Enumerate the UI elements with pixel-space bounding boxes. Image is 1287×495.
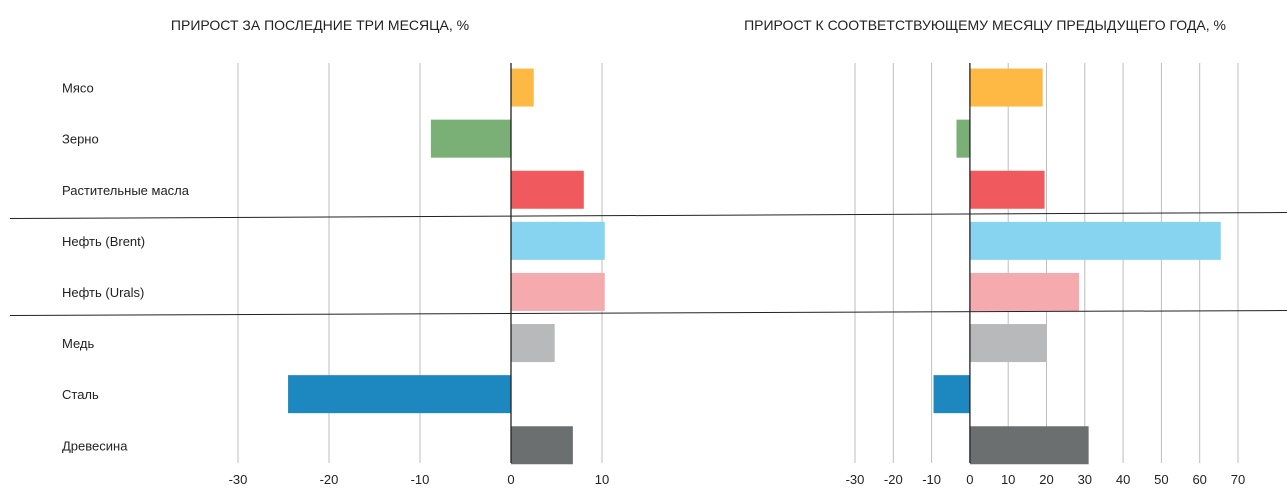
category-label: Зерно [62, 132, 99, 147]
bar-right-5 [969, 324, 1047, 363]
axis-layer [9, 63, 1287, 463]
bar-left-5 [511, 324, 555, 363]
bar-right-1 [956, 119, 970, 158]
x-tick-label: -10 [922, 472, 941, 487]
category-label: Древесина [62, 438, 128, 453]
bar-right-2 [969, 170, 1045, 209]
bar-left-1 [430, 119, 511, 158]
category-label: Нефть (Brent) [62, 234, 145, 249]
x-tick-label: -30 [229, 472, 248, 487]
category-label: Медь [62, 336, 95, 351]
x-tick-label: 50 [1154, 472, 1168, 487]
left-chart-title: ПРИРОСТ ЗА ПОСЛЕДНИЕ ТРИ МЕСЯЦА, % [171, 17, 469, 33]
bar-right-4 [969, 272, 1080, 311]
category-label: Сталь [62, 387, 99, 402]
bar-layer [288, 68, 1221, 465]
x-tick-label: 40 [1116, 472, 1130, 487]
x-tick-label: -20 [320, 472, 339, 487]
bar-left-4 [511, 272, 605, 311]
x-tick-label: -30 [846, 472, 865, 487]
group-separator [9, 310, 1287, 316]
x-tick-label: 0 [507, 472, 514, 487]
x-tick-label: 20 [1039, 472, 1053, 487]
category-label: Нефть (Urals) [62, 285, 144, 300]
x-tick-label: 10 [1001, 472, 1015, 487]
grid-layer [237, 63, 1239, 463]
x-tick-label: 60 [1192, 472, 1206, 487]
category-label: Мясо [62, 81, 94, 96]
bar-left-2 [511, 170, 584, 209]
right-chart-title: ПРИРОСТ К СООТВЕТСТВУЮЩЕМУ МЕСЯЦУ ПРЕДЫД… [744, 17, 1226, 33]
bar-right-3 [969, 221, 1221, 260]
x-tick-label: 0 [966, 472, 973, 487]
bar-left-3 [511, 221, 605, 260]
x-tick-label: 70 [1231, 472, 1245, 487]
bar-left-6 [288, 375, 511, 414]
bar-right-7 [969, 426, 1089, 465]
group-separator [9, 212, 1287, 219]
bar-left-0 [511, 68, 534, 107]
x-tick-label: -10 [411, 472, 430, 487]
category-label: Растительные масла [62, 183, 190, 198]
bar-left-7 [511, 426, 573, 465]
bar-right-6 [933, 375, 970, 414]
x-tick-label: 10 [595, 472, 609, 487]
x-tick-label: 30 [1078, 472, 1092, 487]
x-tick-label: -20 [884, 472, 903, 487]
bar-right-0 [969, 68, 1043, 107]
label-layer: -30 -20 -10 0 10 -30 -20 -10 0 10 20 30 40 50 60 70 Мясо… [62, 81, 1245, 487]
